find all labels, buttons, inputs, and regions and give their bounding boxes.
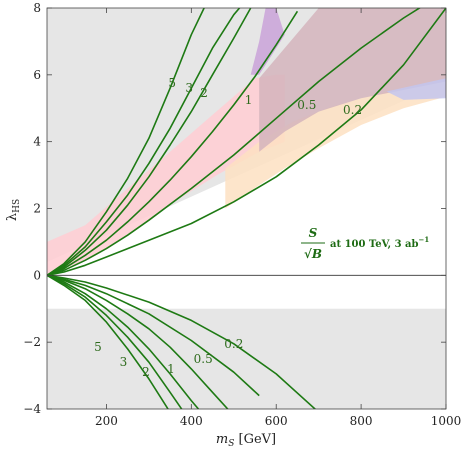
contour-label-10: 1: [167, 362, 175, 376]
contour-line-9: [47, 274, 200, 409]
y-axis-ticks: −4 −2 0 2 4 6 8: [23, 1, 446, 416]
shaded-region-6: [250, 8, 285, 75]
annotation-text: at 100 TeV, 3 ab−1: [330, 235, 429, 250]
contour-line-4: [47, 10, 299, 277]
contour-line-8: [47, 274, 183, 409]
y-tick-label: 8: [33, 1, 41, 15]
annotation-denominator: √B: [304, 247, 322, 261]
annotation-numerator: S: [309, 226, 318, 240]
contour-line-3: [47, 8, 252, 277]
contour-line-11: [47, 274, 260, 397]
x-tick-label: 200: [95, 414, 118, 428]
y-tick-label: −2: [23, 335, 41, 349]
contour-label-12: 0.2: [224, 337, 243, 351]
x-tick-label: 600: [265, 414, 288, 428]
y-tick-label: 0: [33, 268, 41, 282]
contour-line-10: [47, 274, 229, 409]
contour-label-1: 5: [168, 76, 176, 90]
contour-label-7: 5: [94, 340, 102, 354]
shaded-region-7: [386, 78, 446, 100]
x-axis-ticks: 200 400 600 800 1000: [95, 8, 461, 428]
y-tick-label: 6: [33, 68, 41, 82]
shaded-region-4: [225, 81, 446, 209]
contour-label-2: 3: [185, 81, 193, 95]
x-axis-label: mS [GeV]: [216, 432, 276, 449]
x-tick-label: 1000: [431, 414, 462, 428]
y-tick-label: 2: [33, 202, 41, 216]
y-tick-label: −4: [23, 402, 41, 416]
shaded-region-2: [47, 308, 446, 409]
shaded-region-5: [259, 8, 446, 152]
x-tick-label: 800: [350, 414, 373, 428]
contour-line-1: [47, 8, 205, 276]
x-tick-label: 400: [180, 414, 203, 428]
contour-lines: [47, 8, 446, 409]
contour-label-9: 2: [142, 365, 150, 379]
contour-line-2: [47, 8, 241, 276]
contour-label-4: 1: [245, 93, 253, 107]
contour-label-5: 0.5: [297, 98, 316, 112]
annotation: S √B at 100 TeV, 3 ab−1: [301, 226, 429, 261]
contour-label-6: 0.2: [343, 103, 362, 117]
shaded-regions: [47, 8, 446, 409]
y-axis-label: λHS: [5, 199, 22, 221]
contour-line-7: [47, 274, 169, 409]
contour-line-12: [47, 274, 317, 409]
contour-label-3: 2: [200, 86, 208, 100]
y-tick-label: 4: [33, 135, 41, 149]
contour-line-5: [47, 8, 422, 277]
contour-line-6: [47, 8, 446, 277]
contour-label-11: 0.5: [194, 352, 213, 366]
contour-label-8: 3: [120, 355, 128, 369]
shaded-region-3: [47, 74, 285, 276]
